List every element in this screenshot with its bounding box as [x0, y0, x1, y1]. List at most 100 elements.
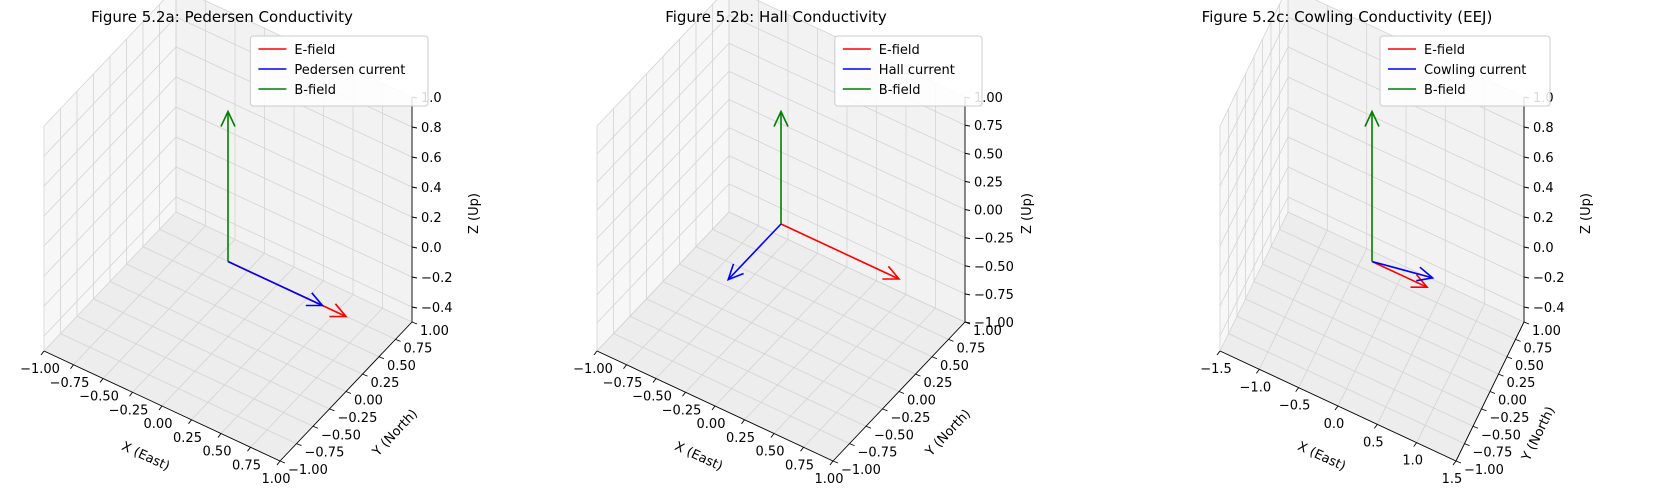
z-tick-mark [964, 124, 971, 127]
z-tick-label: 0.50 [974, 147, 1003, 162]
series-arrow-2 [227, 260, 325, 307]
z-tick-mark [411, 156, 418, 159]
grid-line [728, 211, 966, 323]
grid-line [596, 42, 730, 183]
z-tick-mark [1523, 186, 1530, 189]
grid-line [1219, 166, 1289, 307]
grid-line [1219, 46, 1289, 187]
z-tick-mark [964, 180, 971, 183]
grid-line [613, 333, 850, 444]
z-tick-mark [1523, 246, 1530, 249]
y-tick-label: 0.00 [354, 394, 383, 409]
y-tick-label: −0.25 [338, 411, 378, 426]
arrow-shaft [1371, 260, 1433, 279]
grid-line [596, 127, 730, 267]
legend-label: Pedersen current [294, 63, 405, 78]
x-tick-mark [741, 419, 745, 425]
y-tick-mark [1515, 338, 1521, 342]
y-tick-label: −0.25 [891, 411, 931, 426]
x-tick-label: −0.75 [603, 376, 643, 391]
y-tick-mark [279, 460, 286, 464]
series-arrow-3 [1364, 109, 1380, 262]
z-tick-label: 0.4 [421, 181, 442, 196]
grid-line [1219, 196, 1289, 337]
y-tick-mark [882, 408, 888, 412]
grid-line [43, 106, 177, 247]
y-tick-label: 0.25 [924, 376, 953, 391]
arrow-head [773, 109, 789, 127]
y-tick-label: 0.50 [1515, 359, 1544, 374]
x-tick-mark [623, 364, 627, 370]
y-tick-mark [329, 408, 335, 412]
panel-pedersen: −1.00−0.75−0.50−0.250.000.250.500.751.00… [20, 0, 482, 487]
x-tick-label: 0.25 [173, 431, 202, 446]
z-tick-label: 0.8 [1533, 121, 1554, 136]
grid-line [1287, 196, 1525, 308]
arrow-head [1364, 109, 1380, 127]
x-axis-label: X (East) [119, 439, 172, 474]
x-tick-label: −1.5 [1200, 362, 1232, 377]
z-tick-mark [411, 126, 418, 129]
legend-label: B-field [1424, 83, 1466, 98]
grid-line [1219, 136, 1289, 277]
grid-line [728, 155, 966, 267]
x-tick-mark [770, 433, 775, 438]
grid-line [679, 263, 916, 375]
y-tick-label: −1.00 [288, 463, 328, 478]
y-tick-label: −1.00 [1464, 463, 1504, 478]
y-tick-label: 0.50 [940, 359, 969, 374]
x-tick-label: 0.50 [756, 445, 785, 460]
z-tick-mark [964, 237, 971, 240]
grid-line [43, 16, 177, 157]
x-tick-label: −0.25 [109, 403, 149, 418]
arrow-head [1416, 266, 1435, 282]
y-tick-label: 1.00 [420, 324, 449, 339]
x-tick-label: 0.5 [1363, 435, 1384, 450]
x-tick-label: 1.00 [815, 472, 844, 487]
x-tick-mark [70, 364, 74, 370]
grid-line [1219, 16, 1289, 157]
grid-line [1236, 315, 1474, 427]
y-tick-label: 1.00 [1532, 324, 1561, 339]
series-arrow-1 [1371, 260, 1429, 289]
z-tick-mark [1523, 126, 1530, 129]
grid-line [662, 281, 900, 392]
legend-label: E-field [879, 43, 920, 58]
z-axis-label: Z (Up) [467, 193, 482, 234]
grid-line [76, 315, 314, 427]
z-tick-label: −0.4 [421, 301, 453, 316]
z-tick-label: 0.8 [421, 121, 442, 136]
y-tick-label: −0.75 [1473, 446, 1513, 461]
x-tick-label: 0.50 [203, 445, 232, 460]
z-tick-label: 0.2 [1533, 211, 1554, 226]
grid-line [175, 136, 413, 248]
z-tick-mark [964, 293, 971, 296]
legend-label: Cowling current [1424, 63, 1526, 78]
x-tick-mark [652, 378, 657, 383]
y-tick-label: 0.00 [907, 394, 936, 409]
grid-line [728, 127, 966, 238]
legend-box [1379, 35, 1551, 107]
arrow-head [726, 263, 744, 281]
y-tick-mark [395, 338, 401, 342]
arrow-shaft [780, 223, 900, 280]
y-tick-mark [1455, 460, 1462, 464]
y-tick-label: 0.50 [387, 359, 416, 374]
y-tick-mark [865, 425, 872, 429]
grid-line [93, 298, 330, 410]
x-tick-mark [1334, 405, 1339, 411]
z-tick-mark [964, 152, 971, 155]
series-arrow-3 [220, 109, 236, 262]
x-tick-label: −0.50 [632, 390, 672, 405]
x-tick-mark [593, 350, 598, 356]
x-tick-mark [1295, 387, 1300, 392]
grid-line [1245, 298, 1482, 410]
x-tick-mark [40, 350, 45, 356]
grid-line [1287, 106, 1525, 218]
y-tick-label: −0.75 [305, 446, 345, 461]
x-tick-label: −0.25 [662, 403, 702, 418]
series-arrow-2 [1371, 260, 1435, 282]
y-tick-label: −0.25 [1490, 411, 1530, 426]
y-tick-label: 0.00 [1498, 394, 1527, 409]
grid-line [1287, 166, 1525, 278]
